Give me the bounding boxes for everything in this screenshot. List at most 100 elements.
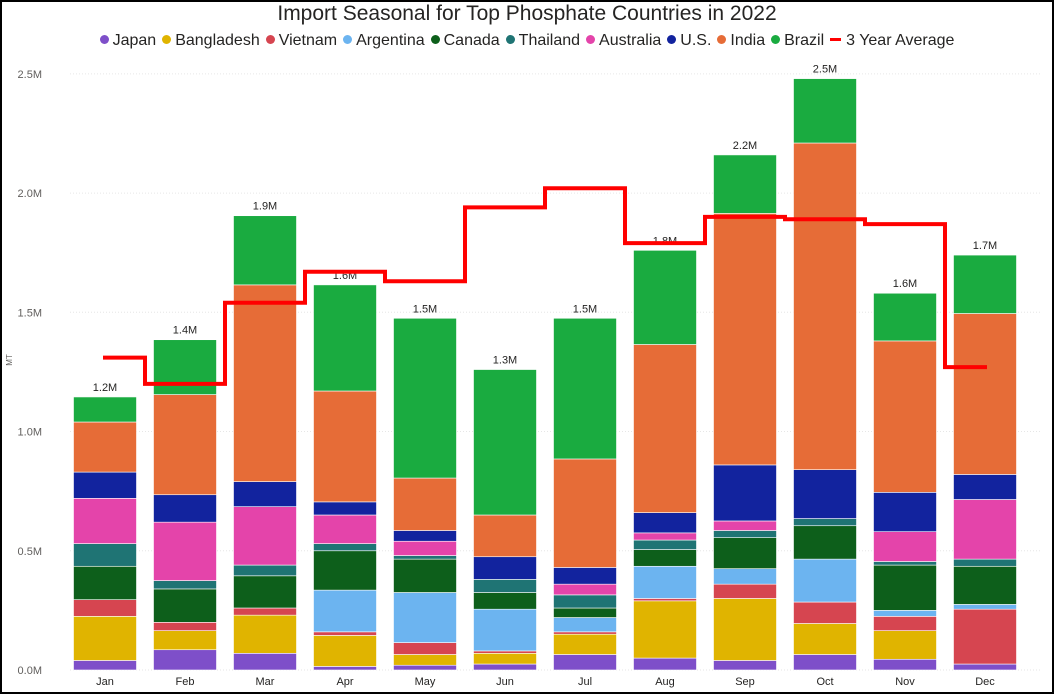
- bar-segment[interactable]: [713, 583, 777, 599]
- bar-segment[interactable]: [633, 344, 697, 513]
- bar-segment[interactable]: [73, 616, 137, 661]
- bar-segment[interactable]: [73, 396, 137, 423]
- bar-segment[interactable]: [953, 313, 1017, 475]
- bar-segment[interactable]: [953, 604, 1017, 610]
- bar-segment[interactable]: [553, 317, 617, 460]
- bar-segment[interactable]: [153, 580, 217, 590]
- bar-segment[interactable]: [793, 518, 857, 527]
- bar-segment[interactable]: [393, 530, 457, 542]
- bar-segment[interactable]: [553, 631, 617, 635]
- bar-segment[interactable]: [953, 558, 1017, 567]
- bar-segment[interactable]: [313, 631, 377, 636]
- bar-segment[interactable]: [873, 292, 937, 342]
- bar-segment[interactable]: [793, 142, 857, 470]
- bar-segment[interactable]: [713, 154, 777, 214]
- bar-segment[interactable]: [553, 654, 617, 671]
- bar-segment[interactable]: [473, 608, 537, 652]
- bar-segment[interactable]: [313, 589, 377, 633]
- bar-segment[interactable]: [73, 543, 137, 567]
- bar-segment[interactable]: [793, 654, 857, 671]
- bar-segment[interactable]: [713, 464, 777, 522]
- bar-segment[interactable]: [793, 601, 857, 624]
- bar-segment[interactable]: [473, 650, 537, 654]
- bar-segment[interactable]: [473, 556, 537, 580]
- bar-segment[interactable]: [153, 521, 217, 581]
- bar-segment[interactable]: [153, 394, 217, 496]
- bar-segment[interactable]: [233, 564, 297, 577]
- bar-segment[interactable]: [393, 555, 457, 560]
- bar-segment[interactable]: [313, 514, 377, 544]
- bar-segment[interactable]: [953, 499, 1017, 560]
- bar-segment[interactable]: [313, 501, 377, 516]
- bar-segment[interactable]: [793, 78, 857, 144]
- legend-item[interactable]: Japan: [99, 32, 156, 50]
- bar-segment[interactable]: [953, 565, 1017, 605]
- bar-segment[interactable]: [633, 565, 697, 599]
- bar-segment[interactable]: [713, 598, 777, 661]
- bar-segment[interactable]: [793, 623, 857, 655]
- bar-segment[interactable]: [953, 474, 1017, 500]
- bar-segment[interactable]: [393, 477, 457, 531]
- bar-segment[interactable]: [873, 610, 937, 617]
- bar-segment[interactable]: [313, 550, 377, 591]
- bar-segment[interactable]: [73, 498, 137, 544]
- bar-segment[interactable]: [633, 549, 697, 567]
- bar-segment[interactable]: [713, 537, 777, 569]
- bar-segment[interactable]: [873, 616, 937, 631]
- bar-segment[interactable]: [873, 340, 937, 493]
- bar-segment[interactable]: [153, 494, 217, 523]
- bar-segment[interactable]: [73, 471, 137, 499]
- bar-segment[interactable]: [73, 565, 137, 600]
- bar-segment[interactable]: [713, 568, 777, 585]
- bar-segment[interactable]: [73, 660, 137, 671]
- bar-segment[interactable]: [553, 633, 617, 655]
- bar-segment[interactable]: [633, 657, 697, 671]
- bar-segment[interactable]: [713, 660, 777, 671]
- bar-segment[interactable]: [393, 664, 457, 671]
- bar-segment[interactable]: [473, 579, 537, 593]
- bar-segment[interactable]: [553, 617, 617, 633]
- bar-segment[interactable]: [153, 339, 217, 395]
- bar-segment[interactable]: [553, 594, 617, 609]
- bar-segment[interactable]: [233, 614, 297, 654]
- bar-segment[interactable]: [473, 514, 537, 558]
- bar-segment[interactable]: [473, 369, 537, 516]
- bar-segment[interactable]: [873, 492, 937, 532]
- bar-segment[interactable]: [393, 317, 457, 479]
- legend-item[interactable]: Thailand: [505, 32, 580, 50]
- legend-item[interactable]: U.S.: [667, 32, 711, 50]
- bar-segment[interactable]: [873, 531, 937, 562]
- bar-segment[interactable]: [233, 506, 297, 566]
- bar-segment[interactable]: [233, 653, 297, 671]
- bar-segment[interactable]: [793, 525, 857, 560]
- bar-segment[interactable]: [473, 653, 537, 665]
- legend-item[interactable]: Canada: [430, 32, 500, 50]
- bar-segment[interactable]: [633, 532, 697, 541]
- bar-segment[interactable]: [153, 588, 217, 623]
- bar-segment[interactable]: [553, 458, 617, 568]
- legend-item[interactable]: India: [717, 32, 765, 50]
- bar-segment[interactable]: [633, 600, 697, 659]
- bar-segment[interactable]: [953, 254, 1017, 314]
- legend-item[interactable]: Argentina: [343, 32, 425, 50]
- bar-segment[interactable]: [153, 622, 217, 631]
- bar-segment[interactable]: [393, 592, 457, 643]
- bar-segment[interactable]: [713, 213, 777, 466]
- bar-segment[interactable]: [633, 539, 697, 550]
- bar-segment[interactable]: [233, 575, 297, 609]
- bar-segment[interactable]: [153, 649, 217, 671]
- bar-segment[interactable]: [553, 567, 617, 585]
- bar-segment[interactable]: [313, 635, 377, 667]
- bar-segment[interactable]: [393, 558, 457, 593]
- bar-segment[interactable]: [393, 654, 457, 666]
- bar-segment[interactable]: [313, 390, 377, 503]
- bar-segment[interactable]: [473, 592, 537, 610]
- legend-item[interactable]: 3 Year Average: [830, 32, 954, 50]
- bar-segment[interactable]: [793, 558, 857, 603]
- bar-segment[interactable]: [73, 421, 137, 473]
- bar-segment[interactable]: [393, 642, 457, 655]
- bar-segment[interactable]: [233, 284, 297, 482]
- bar-segment[interactable]: [153, 630, 217, 651]
- bar-segment[interactable]: [713, 530, 777, 538]
- bar-segment[interactable]: [793, 469, 857, 519]
